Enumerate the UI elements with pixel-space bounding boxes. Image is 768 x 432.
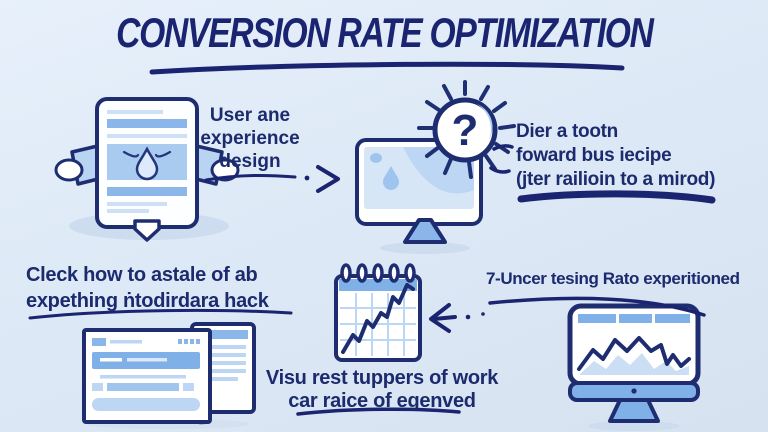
arrow-dot-2 <box>481 312 485 316</box>
ux-underline-dot <box>304 175 310 181</box>
visual-line-1: Visu rest tuppers of work <box>265 367 499 389</box>
browser-wireframe-icon <box>82 322 256 429</box>
calendar-header <box>339 279 417 291</box>
drop-icon <box>122 146 172 181</box>
down-pointer-icon <box>133 219 161 242</box>
question-line-2: foward bus iecipe <box>516 145 672 166</box>
monitor-shadow <box>380 242 470 254</box>
chart-area <box>579 353 689 375</box>
question-mark-icon: ? <box>432 97 498 163</box>
question-line-3: (jter railioin to a mirod) <box>516 169 716 190</box>
arrow-left-shaft <box>432 315 457 321</box>
analytics-stand <box>608 398 660 423</box>
arrow-right-icon <box>316 165 340 193</box>
left-hand <box>54 142 112 186</box>
testing-text-block: 7-Uncer tesing Rato experitioned <box>486 269 768 289</box>
analytics-monitor-icon <box>567 303 701 431</box>
question-line-1: Dier a tootn <box>516 121 618 142</box>
question-underline <box>517 190 716 204</box>
screen-tabs <box>578 314 690 323</box>
visual-line-2: car raice of egenved <box>288 390 476 412</box>
testing-line: 7-Uncer tesing Rato experitioned <box>486 269 740 288</box>
ab-text-block: Cleck how to astale of ab expething ṅtod… <box>26 262 301 314</box>
calendar-chart-icon <box>334 263 422 362</box>
analytics-line <box>577 336 691 371</box>
ux-line-3: design <box>219 151 281 172</box>
title-underline <box>149 61 625 75</box>
document-content <box>107 110 187 213</box>
page-title-wrap: CONVERSION RATE OPTIMIZATION <box>0 10 768 57</box>
bezel-dot <box>631 388 637 394</box>
visual-text-block: Visu rest tuppers of work car raice of e… <box>262 367 502 413</box>
monitor-question-icon: ? <box>355 80 516 254</box>
growth-line <box>341 283 415 354</box>
ab-line-2: expething ṅtodirdara hack <box>26 290 269 312</box>
ux-line-2: experience <box>200 128 300 149</box>
document-hands-icon <box>54 97 240 242</box>
question-text-block: Dier a tootn foward bus iecipe (jter rai… <box>516 120 751 192</box>
ux-text-block: User ane experience design <box>190 104 310 173</box>
arrow-dot-1 <box>465 314 471 320</box>
ux-line-1: User ane <box>209 105 291 126</box>
arrow-left-icon <box>429 303 451 333</box>
ab-line-1: Cleck how to astale of ab <box>26 264 258 286</box>
browser-window <box>82 328 212 424</box>
monitor-stand <box>403 218 447 244</box>
screen-drop-icon <box>383 166 399 190</box>
calendar-rings <box>340 263 416 283</box>
question-glyph: ? <box>452 106 479 155</box>
analytics-shadow <box>588 421 680 431</box>
calendar-grid <box>340 293 416 356</box>
page-title: CONVERSION RATE OPTIMIZATION <box>115 10 654 57</box>
